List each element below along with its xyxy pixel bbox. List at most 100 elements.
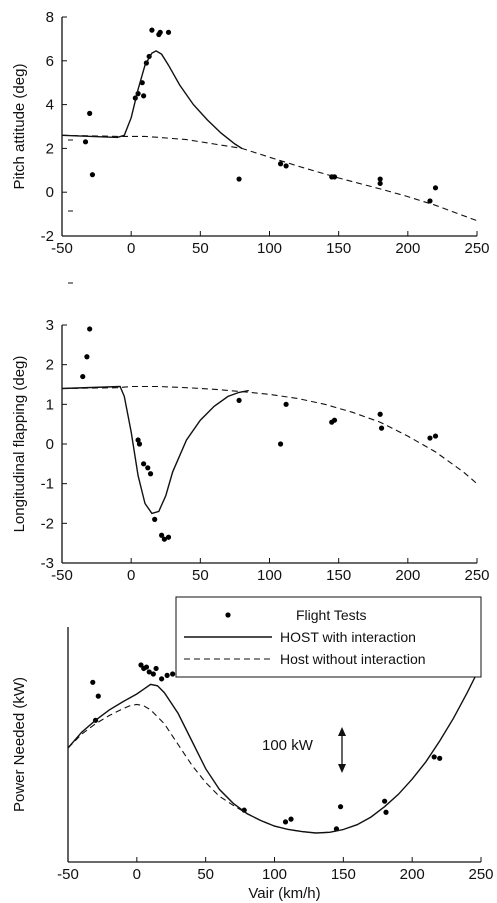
flight-test-point xyxy=(331,417,338,423)
x-tick-label: -50 xyxy=(51,567,73,584)
flight-test-point xyxy=(82,139,89,145)
solid-curve xyxy=(61,50,243,149)
x-tick-label: 50 xyxy=(197,866,214,883)
flight-test-point xyxy=(157,29,163,35)
x-tick-label: 150 xyxy=(326,567,351,584)
y-tick-label: 4 xyxy=(46,97,54,114)
x-tick-label: 0 xyxy=(133,866,141,883)
flight-test-point xyxy=(165,29,172,35)
x-tick-label: 150 xyxy=(326,240,351,257)
flight-test-point xyxy=(427,435,433,441)
flight-test-point xyxy=(87,326,93,332)
x-tick-label: 250 xyxy=(468,866,493,883)
flight-test-point xyxy=(146,669,152,675)
y-tick-label: 8 xyxy=(46,9,54,26)
x-tick-label: 250 xyxy=(464,567,489,584)
chart-panel-1 xyxy=(61,16,478,237)
chart-panel-2 xyxy=(61,324,478,564)
chart-panel-3 xyxy=(67,139,482,863)
y-tick-label: -3 xyxy=(41,555,54,572)
y-axis-label: Power Needed (kW) xyxy=(11,677,28,812)
flight-test-point xyxy=(288,816,294,822)
flight-test-point xyxy=(283,163,289,169)
flight-test-point xyxy=(89,172,96,178)
flight-test-point xyxy=(383,809,389,815)
flight-test-point xyxy=(159,532,165,538)
flight-test-point xyxy=(159,676,165,682)
legend-label: Flight Tests xyxy=(296,607,367,623)
y-tick-label: 3 xyxy=(46,317,54,334)
x-tick-label: 200 xyxy=(400,866,425,883)
y-tick-label: 6 xyxy=(46,53,54,70)
x-tick-label: 50 xyxy=(192,240,209,257)
x-tick-label: 200 xyxy=(395,240,420,257)
solid-curve xyxy=(67,664,482,834)
x-tick-label: 100 xyxy=(257,240,282,257)
flight-test-point xyxy=(147,471,154,477)
x-tick-label: 200 xyxy=(395,567,420,584)
y-tick-label: -2 xyxy=(41,515,54,532)
flight-test-point xyxy=(437,755,443,761)
flight-test-point xyxy=(141,93,147,99)
flight-test-point xyxy=(377,180,383,187)
x-tick-label: 0 xyxy=(127,240,135,257)
flight-test-point xyxy=(164,672,170,678)
y-tick-label: 1 xyxy=(46,396,54,413)
dashed-curve xyxy=(61,134,478,222)
y-tick-label: -1 xyxy=(41,476,54,493)
flight-test-point xyxy=(378,425,385,431)
flight-test-point xyxy=(377,411,383,417)
flight-test-point xyxy=(135,437,141,443)
y-tick-label: 0 xyxy=(46,436,54,453)
flight-test-point xyxy=(377,176,383,182)
x-tick-label: -50 xyxy=(57,866,79,883)
flight-test-point xyxy=(136,441,143,447)
flight-test-point xyxy=(95,693,101,699)
x-tick-label: 50 xyxy=(192,567,209,584)
x-axis-label: Vair (km/h) xyxy=(248,885,320,902)
x-tick-label: 100 xyxy=(262,866,287,883)
flight-test-point xyxy=(149,27,155,33)
flight-test-point xyxy=(143,664,150,670)
y-tick-label: -2 xyxy=(41,228,54,245)
dashed-curve xyxy=(61,385,478,485)
flight-test-point xyxy=(331,174,338,180)
dashed-curve xyxy=(67,703,344,834)
flight-test-point xyxy=(145,465,151,471)
flight-test-point xyxy=(152,516,158,522)
x-tick-label: 250 xyxy=(464,240,489,257)
x-tick-label: -50 xyxy=(51,240,73,257)
flight-test-point xyxy=(90,679,96,685)
y-axis-label: Pitch attitude (deg) xyxy=(11,64,28,190)
scale-note-arrowhead-down xyxy=(338,764,346,773)
flight-test-point xyxy=(277,441,284,447)
flight-test-point xyxy=(283,401,289,407)
y-tick-label: 2 xyxy=(46,140,54,157)
legend-marker-points xyxy=(225,612,231,618)
scale-note-arrowhead-up xyxy=(338,727,346,736)
flight-test-point xyxy=(87,110,93,116)
scale-note-label: 100 kW xyxy=(262,737,314,754)
flight-test-point xyxy=(241,807,247,813)
flight-test-point xyxy=(382,798,388,804)
flight-test-point xyxy=(170,671,176,677)
x-tick-label: 0 xyxy=(127,567,135,584)
x-tick-label: 100 xyxy=(257,567,282,584)
flight-test-point xyxy=(431,754,437,760)
flight-test-point xyxy=(153,665,159,672)
solid-curve xyxy=(61,385,249,515)
flight-test-point xyxy=(80,373,86,380)
y-axis-label: Longitudinal flapping (deg) xyxy=(11,356,28,533)
flight-test-point xyxy=(165,534,172,540)
flight-test-point xyxy=(236,397,242,403)
flight-test-point xyxy=(337,804,344,810)
flight-test-point xyxy=(141,461,147,467)
flight-test-point xyxy=(277,161,284,167)
legend-label: HOST with interaction xyxy=(280,629,416,645)
flight-test-point xyxy=(150,671,156,677)
flight-test-point xyxy=(84,354,90,360)
flight-test-point xyxy=(236,176,242,182)
y-tick-label: 0 xyxy=(46,184,54,201)
flight-test-point xyxy=(432,433,439,439)
